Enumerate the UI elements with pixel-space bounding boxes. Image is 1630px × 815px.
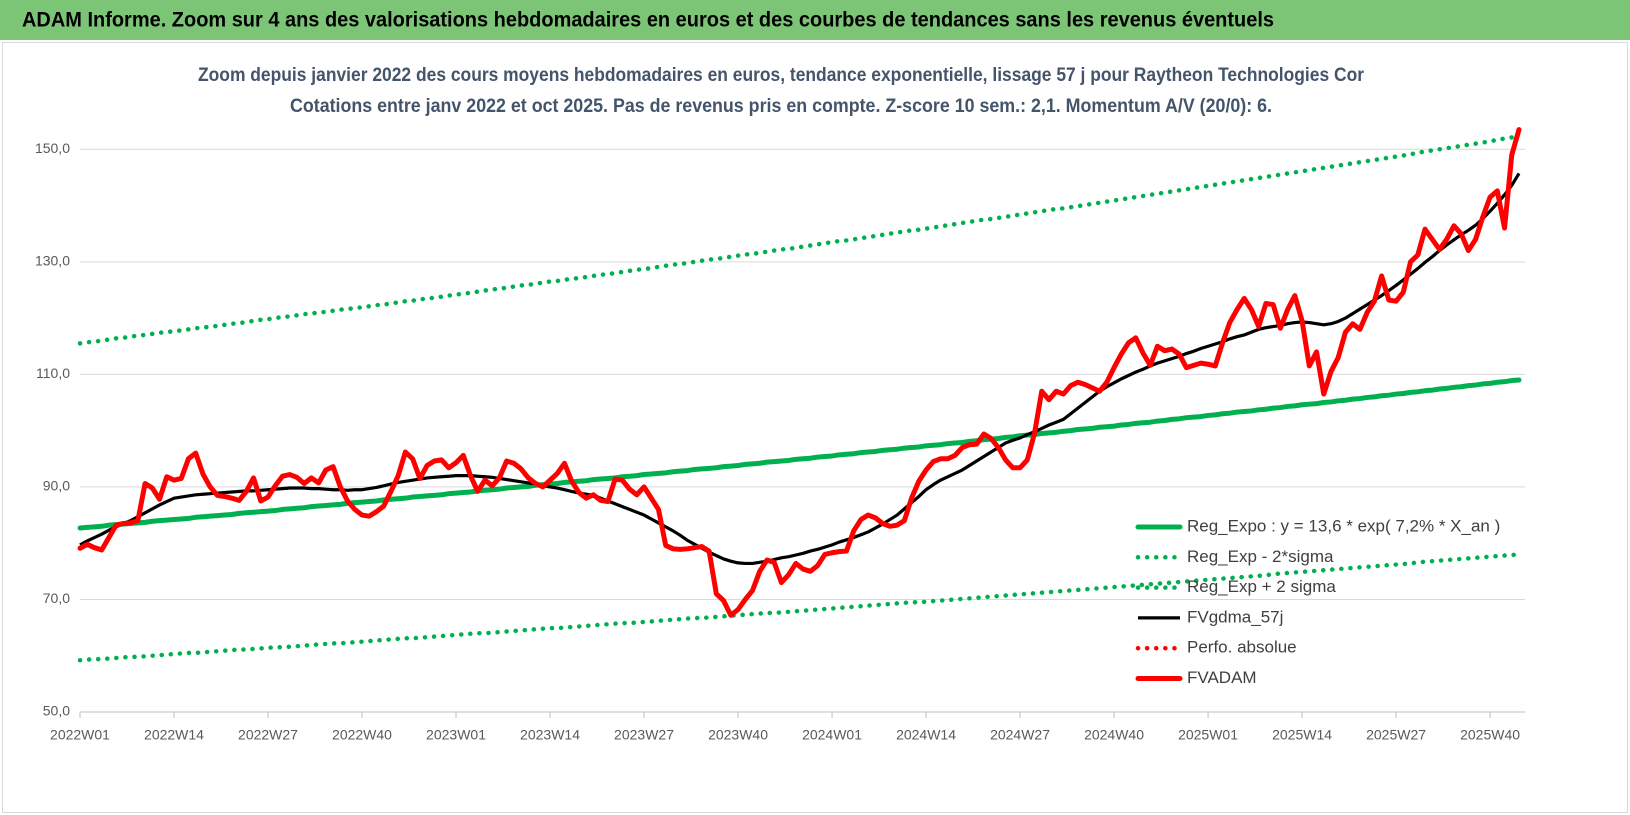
chart-subtitle: Cotations entre janv 2022 et oct 2025. P… <box>290 96 1272 117</box>
legend-label: Reg_Exp + 2 sigma <box>1187 577 1336 596</box>
y-tick-label: 130,0 <box>35 253 70 269</box>
legend-label: Perfo. absolue <box>1187 638 1297 657</box>
banner <box>0 0 1630 40</box>
x-tick-label: 2024W27 <box>990 727 1050 743</box>
series-line <box>77 127 1522 618</box>
x-tick-label: 2025W27 <box>1366 727 1426 743</box>
chart-title: Zoom depuis janvier 2022 des cours moyen… <box>198 65 1365 86</box>
x-tick-label: 2024W14 <box>896 727 956 743</box>
x-tick-label: 2023W40 <box>708 727 768 743</box>
x-tick-label: 2024W40 <box>1084 727 1144 743</box>
x-tick-label: 2024W01 <box>802 727 862 743</box>
y-tick-label: 150,0 <box>35 140 70 156</box>
x-tick-label: 2023W01 <box>426 727 486 743</box>
legend-label: Reg_Exp - 2*sigma <box>1187 547 1334 566</box>
series-line <box>77 377 1522 531</box>
legend-label: FVgdma_57j <box>1187 607 1283 626</box>
x-tick-label: 2023W27 <box>614 727 674 743</box>
chart-frame <box>2 42 1628 813</box>
x-tick-label: 2025W14 <box>1272 727 1332 743</box>
y-tick-label: 110,0 <box>36 365 70 381</box>
legend-label: FVADAM <box>1187 668 1257 687</box>
x-tick-label: 2025W40 <box>1460 727 1520 743</box>
x-tick-label: 2022W27 <box>238 727 298 743</box>
legend-label: Reg_Expo : y = 13,6 * exp( 7,2% * X_an ) <box>1187 516 1500 535</box>
x-tick-label: 2025W01 <box>1178 727 1238 743</box>
y-tick-label: 70,0 <box>43 590 70 606</box>
y-tick-label: 50,0 <box>43 703 70 719</box>
x-tick-label: 2022W14 <box>144 727 204 743</box>
x-tick-label: 2022W01 <box>50 727 110 743</box>
series-line <box>77 552 1522 663</box>
x-tick-label: 2022W40 <box>332 727 392 743</box>
y-tick-label: 90,0 <box>43 478 70 494</box>
banner-title: ADAM Informe. Zoom sur 4 ans des valoris… <box>22 9 1274 32</box>
x-tick-label: 2023W14 <box>520 727 580 743</box>
series-line <box>77 134 1522 346</box>
